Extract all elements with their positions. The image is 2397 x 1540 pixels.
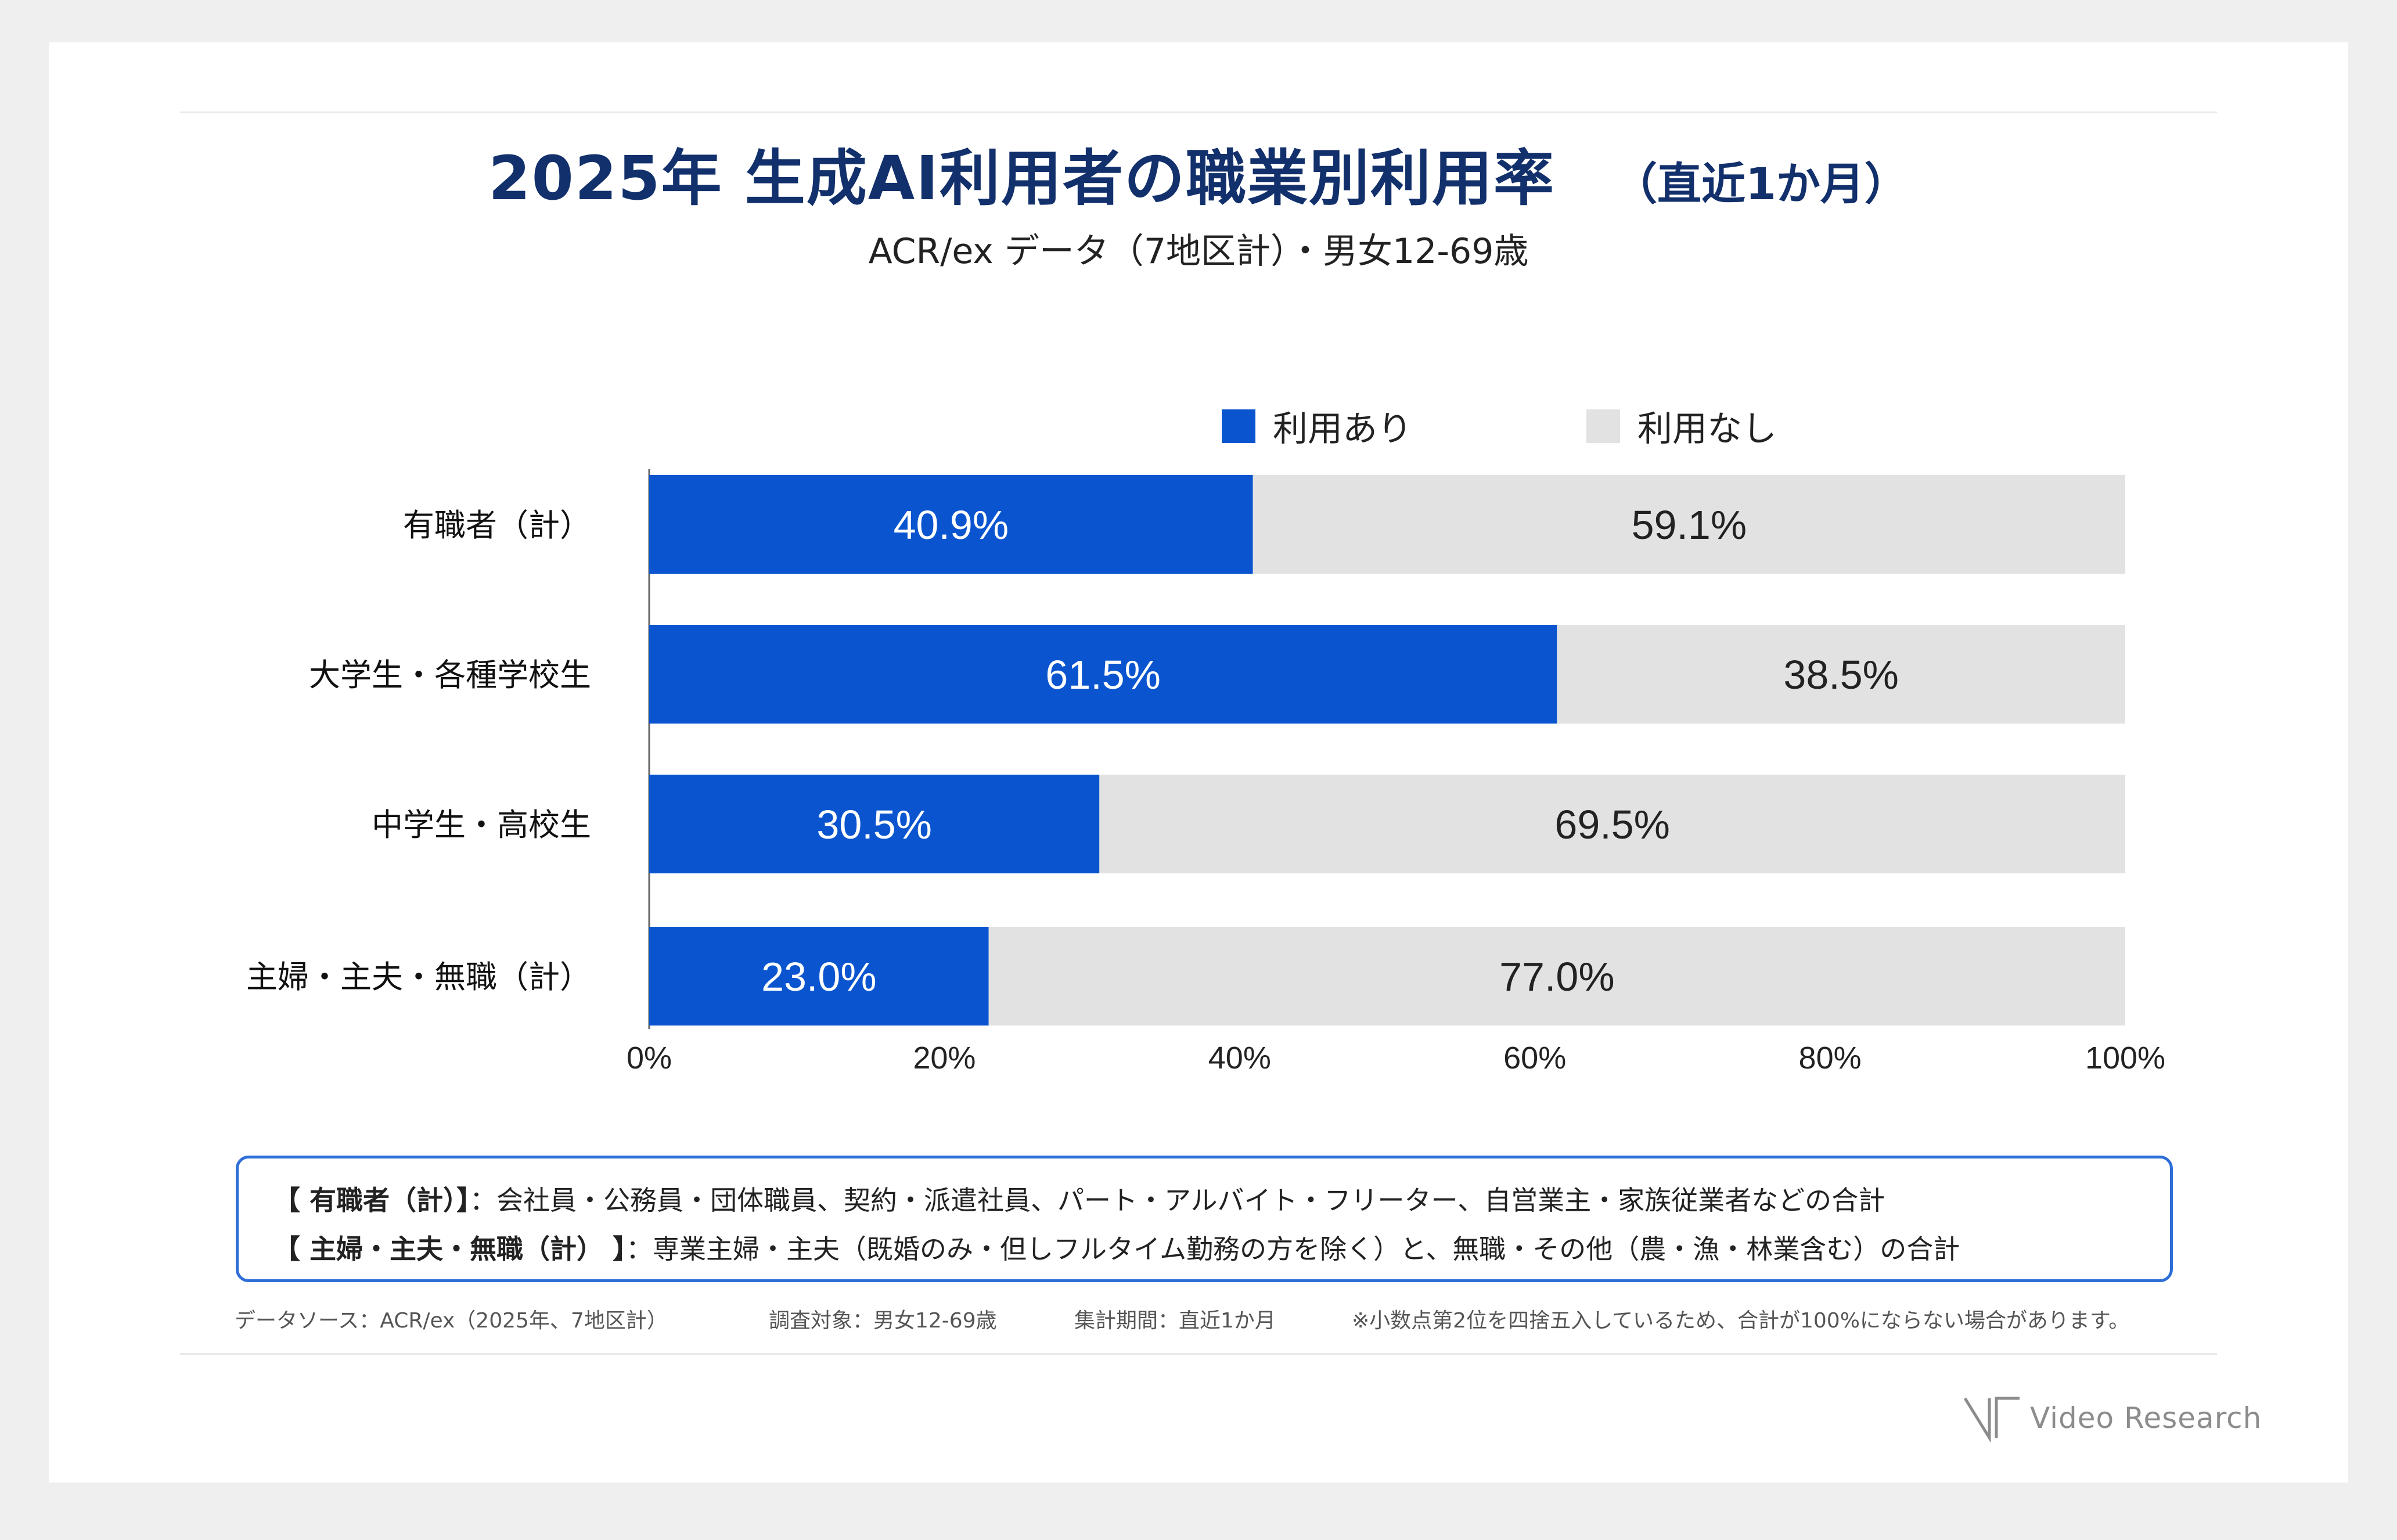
note-text-homemaker: ：専業主婦・主夫（既婚のみ・但しフルタイム勤務の方を除く）と、無職・その他（農・… xyxy=(626,1233,1960,1265)
brand-logo: Video Research xyxy=(1963,1394,2262,1442)
legend-label-not-used: 利用なし xyxy=(1637,409,1777,449)
footer-period: 集計期間：直近1か月 xyxy=(1074,1309,1276,1333)
data-label-not-used: 69.5% xyxy=(1554,802,1669,847)
x-tick-label: 40% xyxy=(1208,1041,1271,1075)
data-label-used: 30.5% xyxy=(816,802,931,847)
legend-swatch-used xyxy=(1222,409,1255,443)
footer-source: データソース：ACR/ex（2025年、7地区計） xyxy=(235,1309,668,1333)
bar-segment-not-used xyxy=(1253,475,2125,574)
bar-segment-used xyxy=(649,625,1557,724)
x-tick-label: 20% xyxy=(913,1041,976,1075)
data-label-not-used: 59.1% xyxy=(1632,502,1747,548)
note-label-employed: 【 有職者（計）】 xyxy=(273,1185,470,1216)
note-label-homemaker: 【 主婦・主夫・無職（計） 】 xyxy=(273,1233,627,1265)
brand-name: Video Research xyxy=(2030,1401,2262,1435)
data-label-used: 40.9% xyxy=(894,502,1009,548)
footer-target: 調査対象：男女12-69歳 xyxy=(769,1309,997,1333)
bar-segment-used xyxy=(649,475,1253,574)
note-text-employed: ：会社員・公務員・団体職員、契約・派遣社員、パート・アルバイト・フリーター、自営… xyxy=(470,1185,1885,1216)
note-line-employed: 【 有職者（計）】：会社員・公務員・団体職員、契約・派遣社員、パート・アルバイト… xyxy=(273,1176,2135,1225)
legend-item-used: 利用あり xyxy=(1222,401,1412,451)
bar-segment-used xyxy=(649,775,1100,873)
x-tick-label: 100% xyxy=(2085,1041,2165,1075)
content-card xyxy=(49,42,2348,1483)
category-label: 有職者（計） xyxy=(403,507,591,544)
footer-rounding: ※小数点第2位を四捨五入しているため、合計が100%にならない場合があります。 xyxy=(1352,1309,2130,1333)
definition-note-box: 【 有職者（計）】：会社員・公務員・団体職員、契約・派遣社員、パート・アルバイト… xyxy=(236,1156,2173,1282)
legend-label-used: 利用あり xyxy=(1273,409,1412,449)
x-tick-label: 80% xyxy=(1799,1041,1862,1075)
data-label-not-used: 38.5% xyxy=(1783,652,1898,697)
video-research-logo-icon xyxy=(1963,1397,2020,1442)
category-label: 中学生・高校生 xyxy=(372,807,591,843)
data-label-used: 61.5% xyxy=(1045,652,1160,697)
legend-item-not-used: 利用なし xyxy=(1586,401,1777,451)
legend: 利用あり 利用なし xyxy=(1222,401,1951,451)
category-label: 主婦・主夫・無職（計） xyxy=(246,959,591,995)
x-tick-label: 60% xyxy=(1503,1041,1566,1075)
data-label-used: 23.0% xyxy=(761,954,876,999)
bar-segment-not-used xyxy=(1557,625,2125,724)
bottom-divider xyxy=(180,1353,2217,1355)
category-label: 大学生・各種学校生 xyxy=(309,657,591,693)
bar-segment-not-used xyxy=(1099,775,2125,873)
note-line-homemaker: 【 主婦・主夫・無職（計） 】：専業主婦・主夫（既婚のみ・但しフルタイム勤務の方… xyxy=(273,1225,2135,1273)
top-divider xyxy=(180,111,2217,113)
title-sub: （直近1か月） xyxy=(1613,158,1909,210)
bar-segment-not-used xyxy=(988,927,2125,1026)
chart-subtitle: ACR/ex データ（7地区計）・男女12-69歳 xyxy=(868,231,1529,272)
bar-segment-used xyxy=(649,927,989,1026)
legend-swatch-not-used xyxy=(1586,409,1620,443)
data-label-not-used: 77.0% xyxy=(1499,954,1614,999)
chart-title: 2025年 生成AI利用者の職業別利用率 （直近1か月） xyxy=(0,129,2397,214)
title-main: 2025年 生成AI利用者の職業別利用率 xyxy=(488,143,1555,214)
x-tick-label: 0% xyxy=(627,1041,672,1075)
